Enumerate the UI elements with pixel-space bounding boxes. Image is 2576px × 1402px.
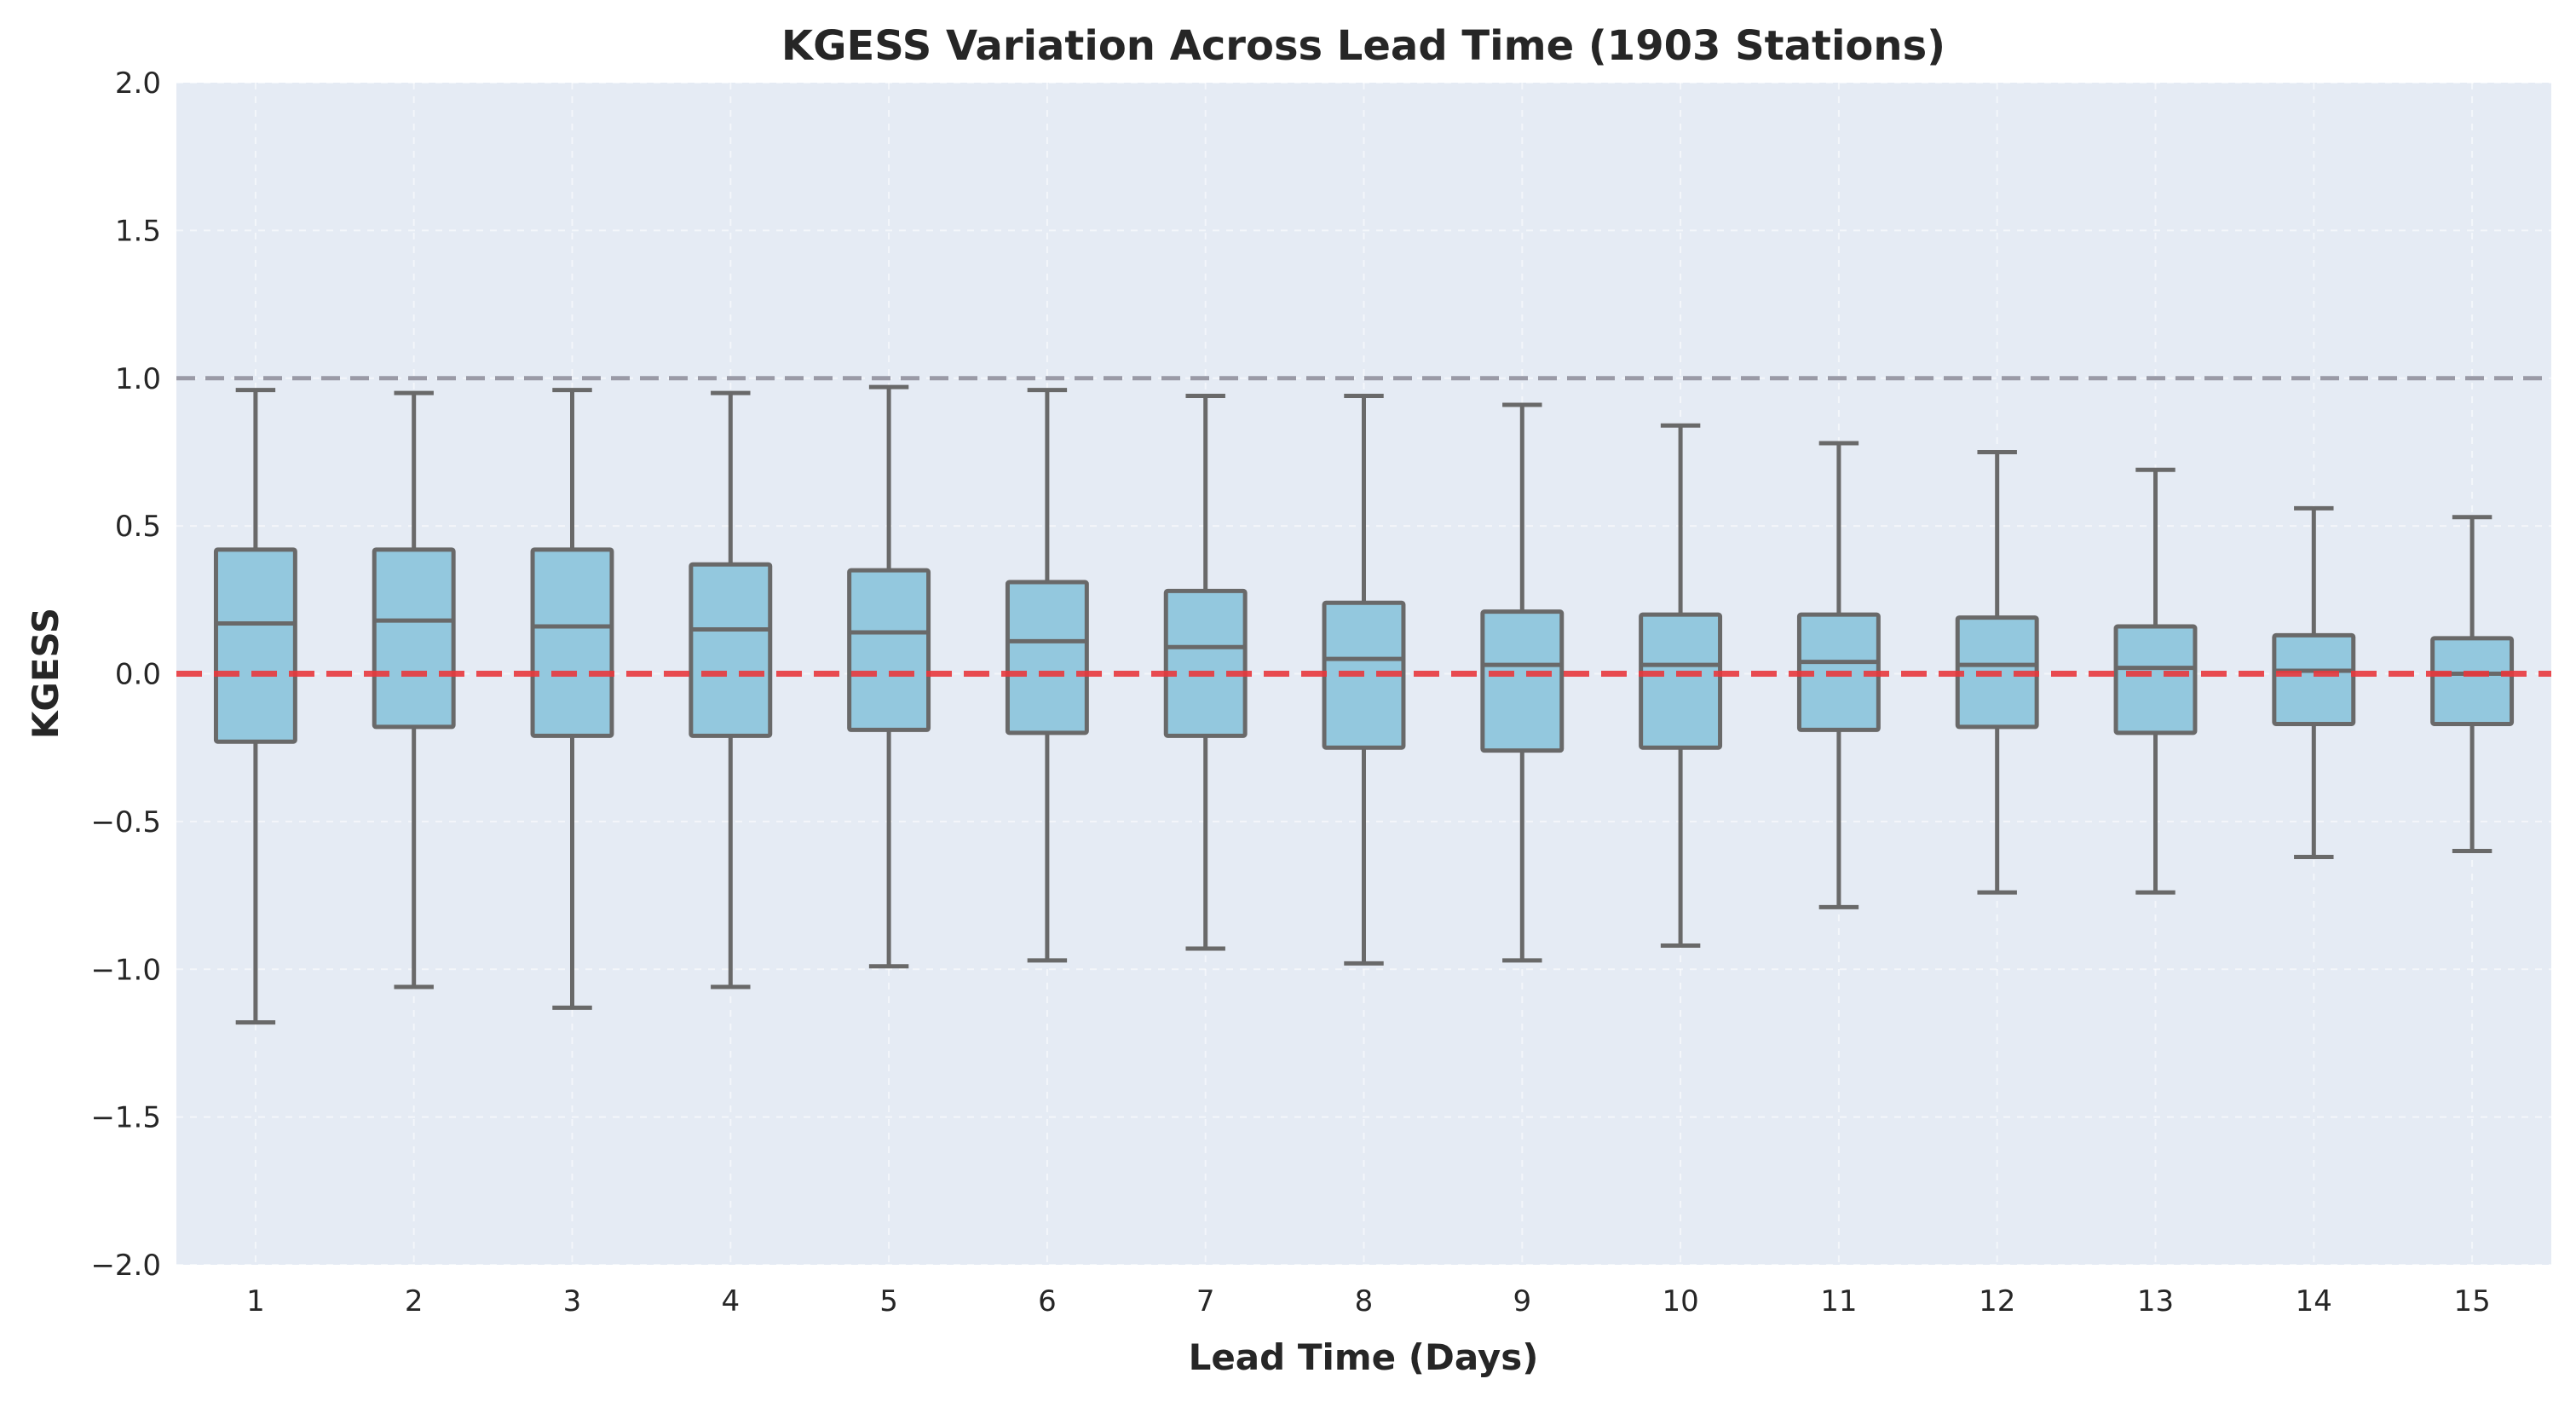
x-tick-labels: 1 2 3 4 5 6 7 8 9 10 11 12 13 14 15 [246,1284,2491,1318]
iqr-box [1163,588,1248,738]
iqr-box [1005,580,1089,736]
x-tick-label: 13 [2137,1284,2174,1318]
iqr-box [2272,632,2356,726]
x-tick-label: 7 [1196,1284,1215,1318]
x-tick-label: 10 [1662,1284,1698,1318]
x-tick-label: 5 [879,1284,898,1318]
y-tick-label: −2.0 [90,1249,161,1283]
box-plot-day-2 [372,390,456,989]
box-series [176,384,2551,1025]
iqr-box [1480,609,1565,753]
x-axis-label: Lead Time (Days) [1189,1336,1539,1378]
y-tick-labels: 2.0 1.5 1.0 0.5 0.0 −0.5 −1.0 −1.5 −2.0 [90,66,161,1283]
x-tick-label: 11 [1820,1284,1857,1318]
y-tick-label: 1.0 [115,362,161,396]
iqr-box [530,547,614,738]
box-plot-day-6 [1005,388,1089,963]
y-tick-label: −1.0 [90,953,161,987]
box-plot-day-1 [213,388,297,1025]
x-tick-label: 15 [2453,1284,2490,1318]
iqr-box [2430,636,2515,726]
box-plot-day-5 [847,384,931,969]
iqr-box [2113,624,2198,736]
y-tick-label: −0.5 [90,805,161,839]
box-plot-day-13 [2113,467,2198,895]
y-tick-label: −1.5 [90,1101,161,1135]
y-tick-label: 1.5 [115,214,161,248]
iqr-box [689,562,773,738]
box-plot-day-15 [2430,515,2515,854]
y-axis-label: KGESS [25,608,66,739]
box-plot-day-10 [1639,423,1723,949]
x-tick-label: 6 [1038,1284,1057,1318]
x-tick-label: 12 [1979,1284,2015,1318]
x-tick-label: 4 [721,1284,740,1318]
iqr-box [1639,612,1723,750]
iqr-box [847,568,931,732]
x-tick-label: 2 [405,1284,424,1318]
iqr-box [213,547,297,744]
chart-title: KGESS Variation Across Lead Time (1903 S… [781,22,1945,70]
iqr-box [372,547,456,730]
x-tick-label: 9 [1513,1284,1531,1318]
box-plot-day-7 [1163,394,1248,951]
y-tick-label: 0.5 [115,510,161,544]
x-tick-label: 1 [246,1284,265,1318]
x-tick-label: 3 [563,1284,582,1318]
box-plot-day-4 [689,390,773,989]
x-tick-label: 8 [1355,1284,1374,1318]
x-tick-label: 14 [2296,1284,2332,1318]
box-plot-day-3 [530,388,614,1010]
box-plot-day-9 [1480,402,1565,963]
y-tick-label: 2.0 [115,66,161,101]
y-tick-label: 0.0 [115,658,161,692]
